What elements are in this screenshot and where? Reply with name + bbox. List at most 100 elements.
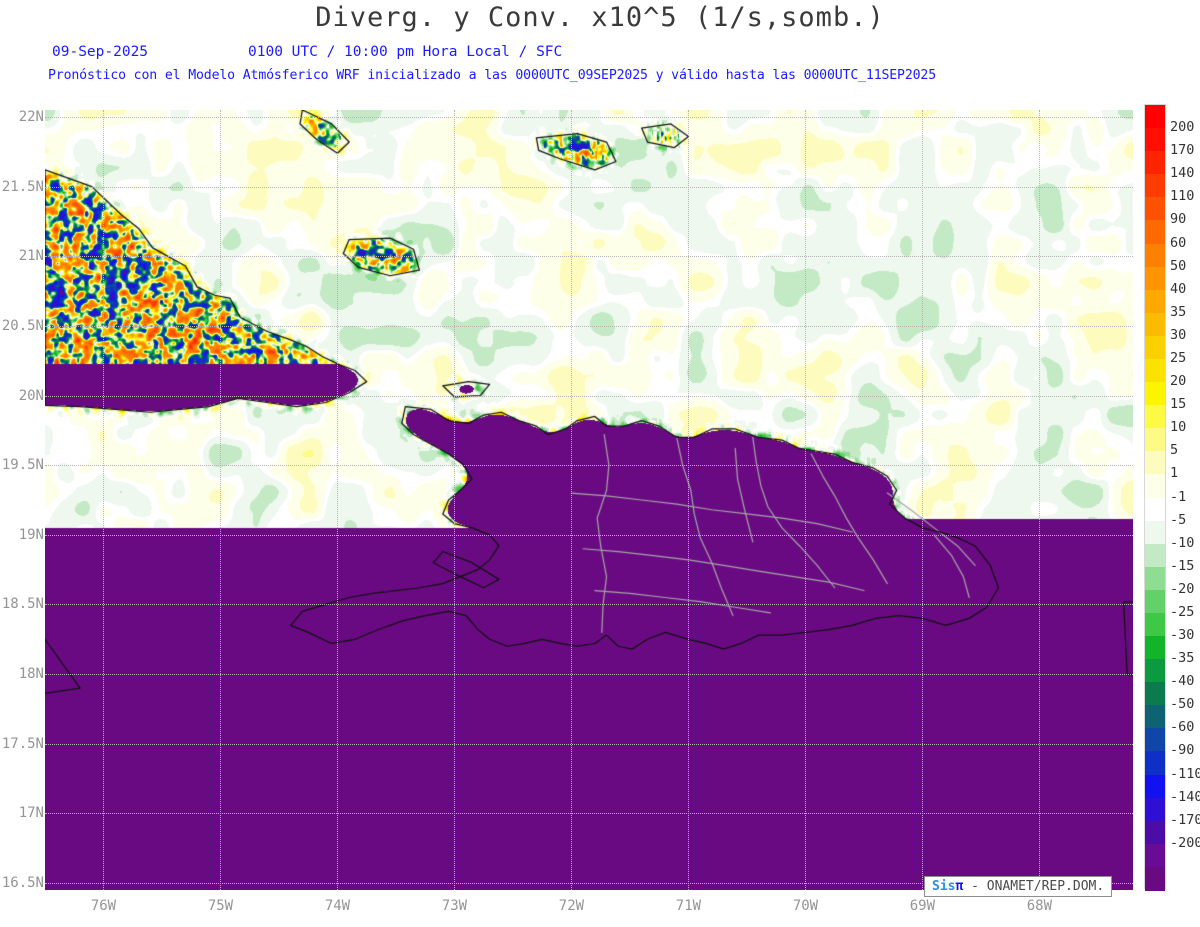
y-axis-tick-label: 19.5N [1, 457, 44, 474]
colorbar-band [1145, 151, 1165, 175]
colorbar-tick-label: -5 [1170, 511, 1187, 528]
colorbar-tick-label: -20 [1170, 580, 1195, 597]
colorbar-tick-label: 20 [1170, 373, 1187, 390]
organization-label: - ONAMET/REP.DOM. [971, 879, 1105, 894]
colorbar-band [1145, 105, 1165, 129]
colorbar-band [1145, 866, 1165, 891]
y-axis-tick-label: 18.5N [1, 596, 44, 613]
colorbar-band [1145, 820, 1165, 845]
brand-sis-label: Sis [932, 879, 956, 894]
colorbar-band [1145, 312, 1165, 337]
colorbar-band [1145, 451, 1165, 475]
x-axis-tick-label: 69W [909, 898, 936, 914]
colorbar-tick-label: -35 [1170, 650, 1195, 667]
colorbar-tick-label: 10 [1170, 419, 1187, 436]
colorbar-tick-label: -200 [1170, 834, 1200, 851]
colorbar-band [1145, 843, 1165, 868]
colorbar-tick-label: 15 [1170, 396, 1187, 413]
page-title: Diverg. y Conv. x10^5 (1/s,somb.) [315, 2, 885, 33]
colorbar-band [1145, 728, 1165, 753]
x-axis-tick-label: 74W [324, 898, 351, 914]
x-axis-tick-label: 71W [675, 898, 702, 914]
colorbar-band [1145, 774, 1165, 799]
y-axis-tick-label: 22N [18, 108, 44, 125]
colorbar-tick-label: 110 [1170, 188, 1195, 205]
y-axis-tick-label: 16.5N [1, 875, 44, 892]
x-axis-tick-label: 76W [90, 898, 117, 914]
colorbar-band [1145, 266, 1165, 291]
colorbar-tick-label: -10 [1170, 534, 1195, 551]
colorbar-band [1145, 289, 1165, 314]
colorbar-band [1145, 197, 1165, 222]
colorbar-band [1145, 751, 1165, 776]
forecast-time: 0100 UTC / 10:00 pm Hora Local / SFC [248, 44, 563, 60]
colorbar-tick-label: 25 [1170, 349, 1187, 366]
colorbar-band [1145, 659, 1165, 683]
colorbar-tick-label: 50 [1170, 257, 1187, 274]
x-axis-tick-label: 73W [441, 898, 468, 914]
colorbar-tick-label: 35 [1170, 303, 1187, 320]
x-axis-tick-label: 68W [1026, 898, 1053, 914]
model-description: Pronóstico con el Modelo Atmósferico WRF… [48, 68, 937, 83]
colorbar-tick-label: 5 [1170, 442, 1179, 459]
colorbar-tick-label: 1 [1170, 465, 1179, 482]
colorbar-band [1145, 128, 1165, 152]
forecast-date: 09-Sep-2025 [52, 44, 149, 60]
colorbar-tick-label: -170 [1170, 811, 1200, 828]
colorbar-band [1145, 589, 1165, 614]
colorbar-tick-label: 40 [1170, 280, 1187, 297]
x-axis-tick-label: 70W [792, 898, 819, 914]
colorbar-band [1145, 497, 1165, 522]
colorbar-band [1145, 243, 1165, 268]
x-axis-tick-label: 75W [207, 898, 234, 914]
brand-pi-icon: π [955, 879, 964, 894]
colorbar-band [1145, 566, 1165, 591]
y-axis-tick-label: 20N [18, 387, 44, 404]
y-axis-tick-label: 17.5N [1, 735, 44, 752]
colorbar-band [1145, 636, 1165, 660]
y-axis-tick-label: 21.5N [1, 178, 44, 195]
colorbar-tick-label: -110 [1170, 765, 1200, 782]
y-axis-tick-label: 19N [18, 526, 44, 543]
colorbar-tick-label: 140 [1170, 165, 1195, 182]
colorbar-tick-label: -140 [1170, 788, 1200, 805]
y-axis-tick-label: 17N [18, 805, 44, 822]
map-plot-area[interactable] [45, 110, 1133, 890]
colorbar-band [1145, 797, 1165, 822]
colorbar [1144, 104, 1166, 891]
colorbar-band [1145, 220, 1165, 245]
colorbar-band [1145, 405, 1165, 429]
colorbar-band [1145, 543, 1165, 568]
colorbar-band [1145, 520, 1165, 545]
colorbar-tick-label: -30 [1170, 627, 1195, 644]
colorbar-band [1145, 358, 1165, 383]
colorbar-band [1145, 428, 1165, 452]
colorbar-tick-label: -1 [1170, 488, 1187, 505]
colorbar-band [1145, 382, 1165, 406]
colorbar-tick-label: -15 [1170, 557, 1195, 574]
colorbar-tick-label: 30 [1170, 326, 1187, 343]
y-axis-tick-label: 21N [18, 248, 44, 265]
colorbar-tick-label: -50 [1170, 696, 1195, 713]
colorbar-tick-label: 170 [1170, 142, 1195, 159]
colorbar-tick-label: -25 [1170, 603, 1195, 620]
colorbar-band [1145, 174, 1165, 198]
colorbar-band [1145, 474, 1165, 499]
colorbar-band [1145, 705, 1165, 729]
colorbar-tick-label: 60 [1170, 234, 1187, 251]
x-axis-tick-label: 72W [558, 898, 585, 914]
credit-badge: Sisπ - ONAMET/REP.DOM. [924, 876, 1113, 897]
colorbar-tick-label: -90 [1170, 742, 1195, 759]
colorbar-band [1145, 682, 1165, 706]
y-axis-tick-label: 18N [18, 666, 44, 683]
colorbar-band [1145, 612, 1165, 637]
colorbar-tick-label: -60 [1170, 719, 1195, 736]
colorbar-band [1145, 335, 1165, 360]
header-subrow: 09-Sep-2025 0100 UTC / 10:00 pm Hora Loc… [0, 44, 1200, 64]
colorbar-tick-label: -40 [1170, 673, 1195, 690]
divergence-field [45, 110, 1133, 890]
y-axis-tick-label: 20.5N [1, 317, 44, 334]
colorbar-tick-label: 200 [1170, 119, 1195, 136]
colorbar-tick-label: 90 [1170, 211, 1187, 228]
